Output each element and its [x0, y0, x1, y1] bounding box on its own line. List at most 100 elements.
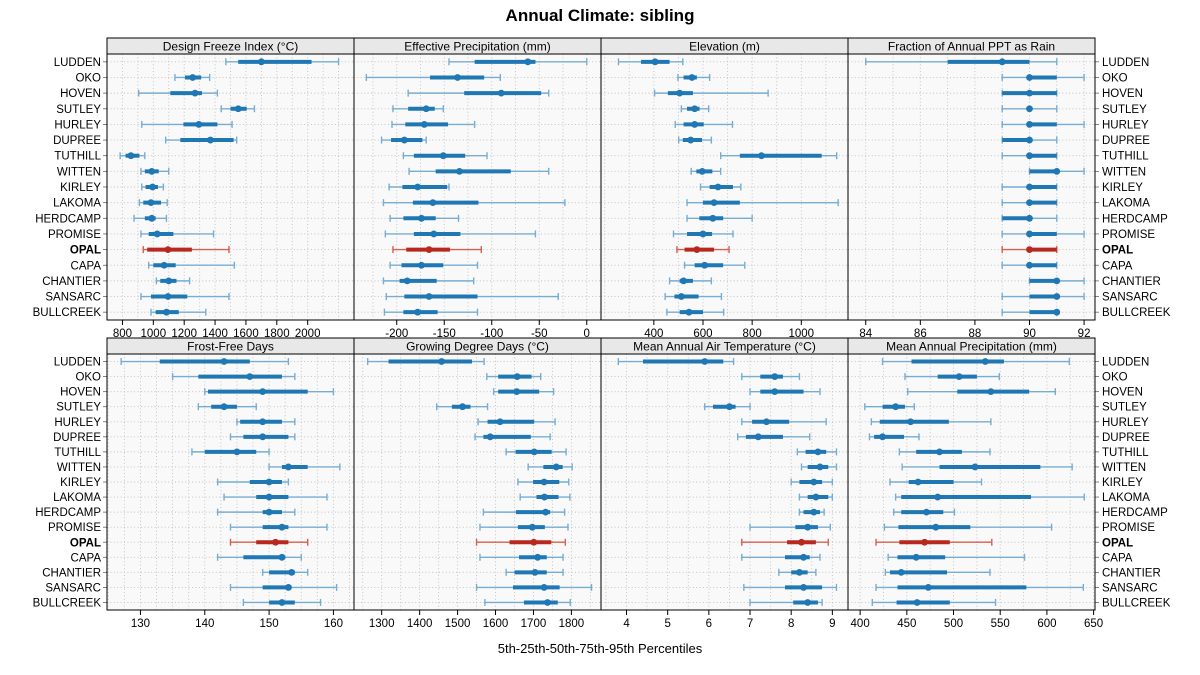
percentile-row-promise [672, 230, 734, 238]
percentile-row-promise [883, 523, 1053, 531]
median-dot [691, 121, 699, 128]
percentile-row-opal [1001, 246, 1058, 254]
percentile-row-promise [1001, 230, 1085, 238]
median-dot [676, 89, 684, 97]
median-dot [530, 538, 538, 546]
station-label-left: SANSARC [45, 582, 101, 594]
median-dot [259, 433, 267, 441]
percentile-row-hurley [391, 120, 476, 128]
x-tick-label: 1800 [559, 618, 585, 630]
percentile-row-tuthill [191, 448, 270, 456]
percentile-row-hoven [204, 388, 335, 396]
percentile-row-hurley [674, 120, 734, 128]
percentile-row-tuthill [898, 448, 991, 456]
median-dot [420, 121, 428, 128]
station-label-left: HURLEY [54, 417, 101, 429]
panel-title: Growing Degree Days (°C) [406, 339, 549, 353]
station-label-right: DUPREE [1102, 135, 1150, 147]
percentile-row-sutley [197, 403, 257, 411]
median-dot [701, 261, 709, 269]
median-dot [148, 214, 156, 222]
percentile-row-hoven [137, 89, 219, 97]
median-dot [1026, 89, 1033, 97]
percentile-row-witten [901, 463, 1073, 471]
percentile-row-oko [1001, 73, 1085, 81]
percentile-row-opal [392, 246, 482, 254]
median-dot [456, 167, 463, 175]
median-dot [246, 373, 254, 380]
station-label-left: HERDCAMP [35, 507, 101, 519]
percentile-row-lakoma [382, 199, 566, 207]
median-dot [804, 523, 812, 531]
median-dot [1026, 246, 1033, 253]
percentile-row-promise [229, 523, 328, 531]
panel-header [847, 337, 1096, 355]
x-tick-label: 1400 [407, 618, 433, 630]
station-label-left: LAKOMA [53, 198, 101, 210]
percentile-row-witten [1028, 167, 1085, 175]
median-dot [272, 538, 279, 546]
percentile-row-oko [174, 73, 211, 81]
station-label-right: CHANTIER [1102, 567, 1161, 579]
percentile-row-witten [690, 167, 722, 175]
percentile-row-herdcamp [482, 508, 566, 516]
x-tick-label: -150 [433, 328, 456, 340]
median-dot [691, 105, 699, 113]
station-label-right: LUDDEN [1102, 357, 1149, 369]
station-label-left: HERDCAMP [35, 213, 101, 225]
x-tick-label: 9 [829, 618, 835, 630]
x-tick-label: 88 [969, 328, 982, 340]
station-label-right: CAPA [1102, 260, 1133, 272]
x-tick-label: 1400 [202, 328, 228, 340]
station-label-left: OPAL [70, 245, 101, 257]
percentile-row-herdcamp [389, 214, 460, 222]
station-label-right: OKO [1102, 72, 1128, 84]
median-dot [934, 493, 942, 501]
percentile-row-hoven [907, 388, 1057, 396]
station-label-left: WITTEN [57, 166, 101, 178]
percentile-row-sansarc [229, 583, 338, 591]
median-dot [425, 293, 433, 300]
panel-title: Mean Annual Precipitation (mm) [886, 339, 1057, 353]
percentile-row-dupree [229, 433, 296, 441]
percentile-row-tuthill [1001, 152, 1058, 160]
percentile-row-oko [904, 373, 1000, 381]
x-tick-label: 1300 [369, 618, 395, 630]
x-tick-label: 600 [1037, 618, 1056, 630]
median-dot [552, 463, 560, 471]
x-tick-label: 0 [584, 328, 590, 340]
percentile-row-herdcamp [1001, 214, 1058, 222]
station-label-right: SUTLEY [1102, 104, 1147, 116]
x-tick-label: 500 [944, 618, 963, 630]
station-label-left: SANSARC [45, 292, 101, 304]
station-label-right: KIRLEY [1102, 477, 1143, 489]
percentile-row-kirley [699, 183, 742, 191]
percentile-row-tuthill [119, 152, 146, 160]
station-label-left: PROMISE [48, 522, 101, 534]
station-label-right: HOVEN [1102, 88, 1143, 100]
median-dot [284, 584, 292, 591]
station-label-right: LAKOMA [1102, 198, 1150, 210]
x-tick-label: 1200 [171, 328, 197, 340]
x-tick-label: 800 [113, 328, 132, 340]
panel-design-freeze-index-c: Design Freeze Index (°C) 800 1000 1200 1400 1… [106, 37, 355, 340]
median-dot [1053, 293, 1061, 300]
median-dot [698, 167, 706, 175]
median-dot [425, 246, 433, 253]
station-label-left: WITTEN [57, 462, 101, 474]
x-tick-label: 92 [1078, 328, 1091, 340]
percentile-row-chantier [155, 277, 191, 285]
percentile-row-hurley [870, 418, 992, 426]
station-label-right: LAKOMA [1102, 492, 1150, 504]
percentile-row-bullcreek [1001, 308, 1061, 316]
x-tick-label: 1600 [483, 618, 509, 630]
percentile-row-sutley [1001, 105, 1058, 113]
median-dot [1053, 167, 1061, 175]
percentile-row-kirley [1001, 183, 1058, 191]
median-dot [688, 74, 696, 81]
panel-mean-annual-air-temperature-c: Mean Annual Air Temperature (°C) 4 5 6 7 8 9 [600, 337, 849, 630]
percentile-row-witten [800, 463, 838, 471]
median-dot [651, 58, 659, 66]
percentile-row-tuthill [402, 152, 488, 160]
median-dot [913, 599, 921, 606]
